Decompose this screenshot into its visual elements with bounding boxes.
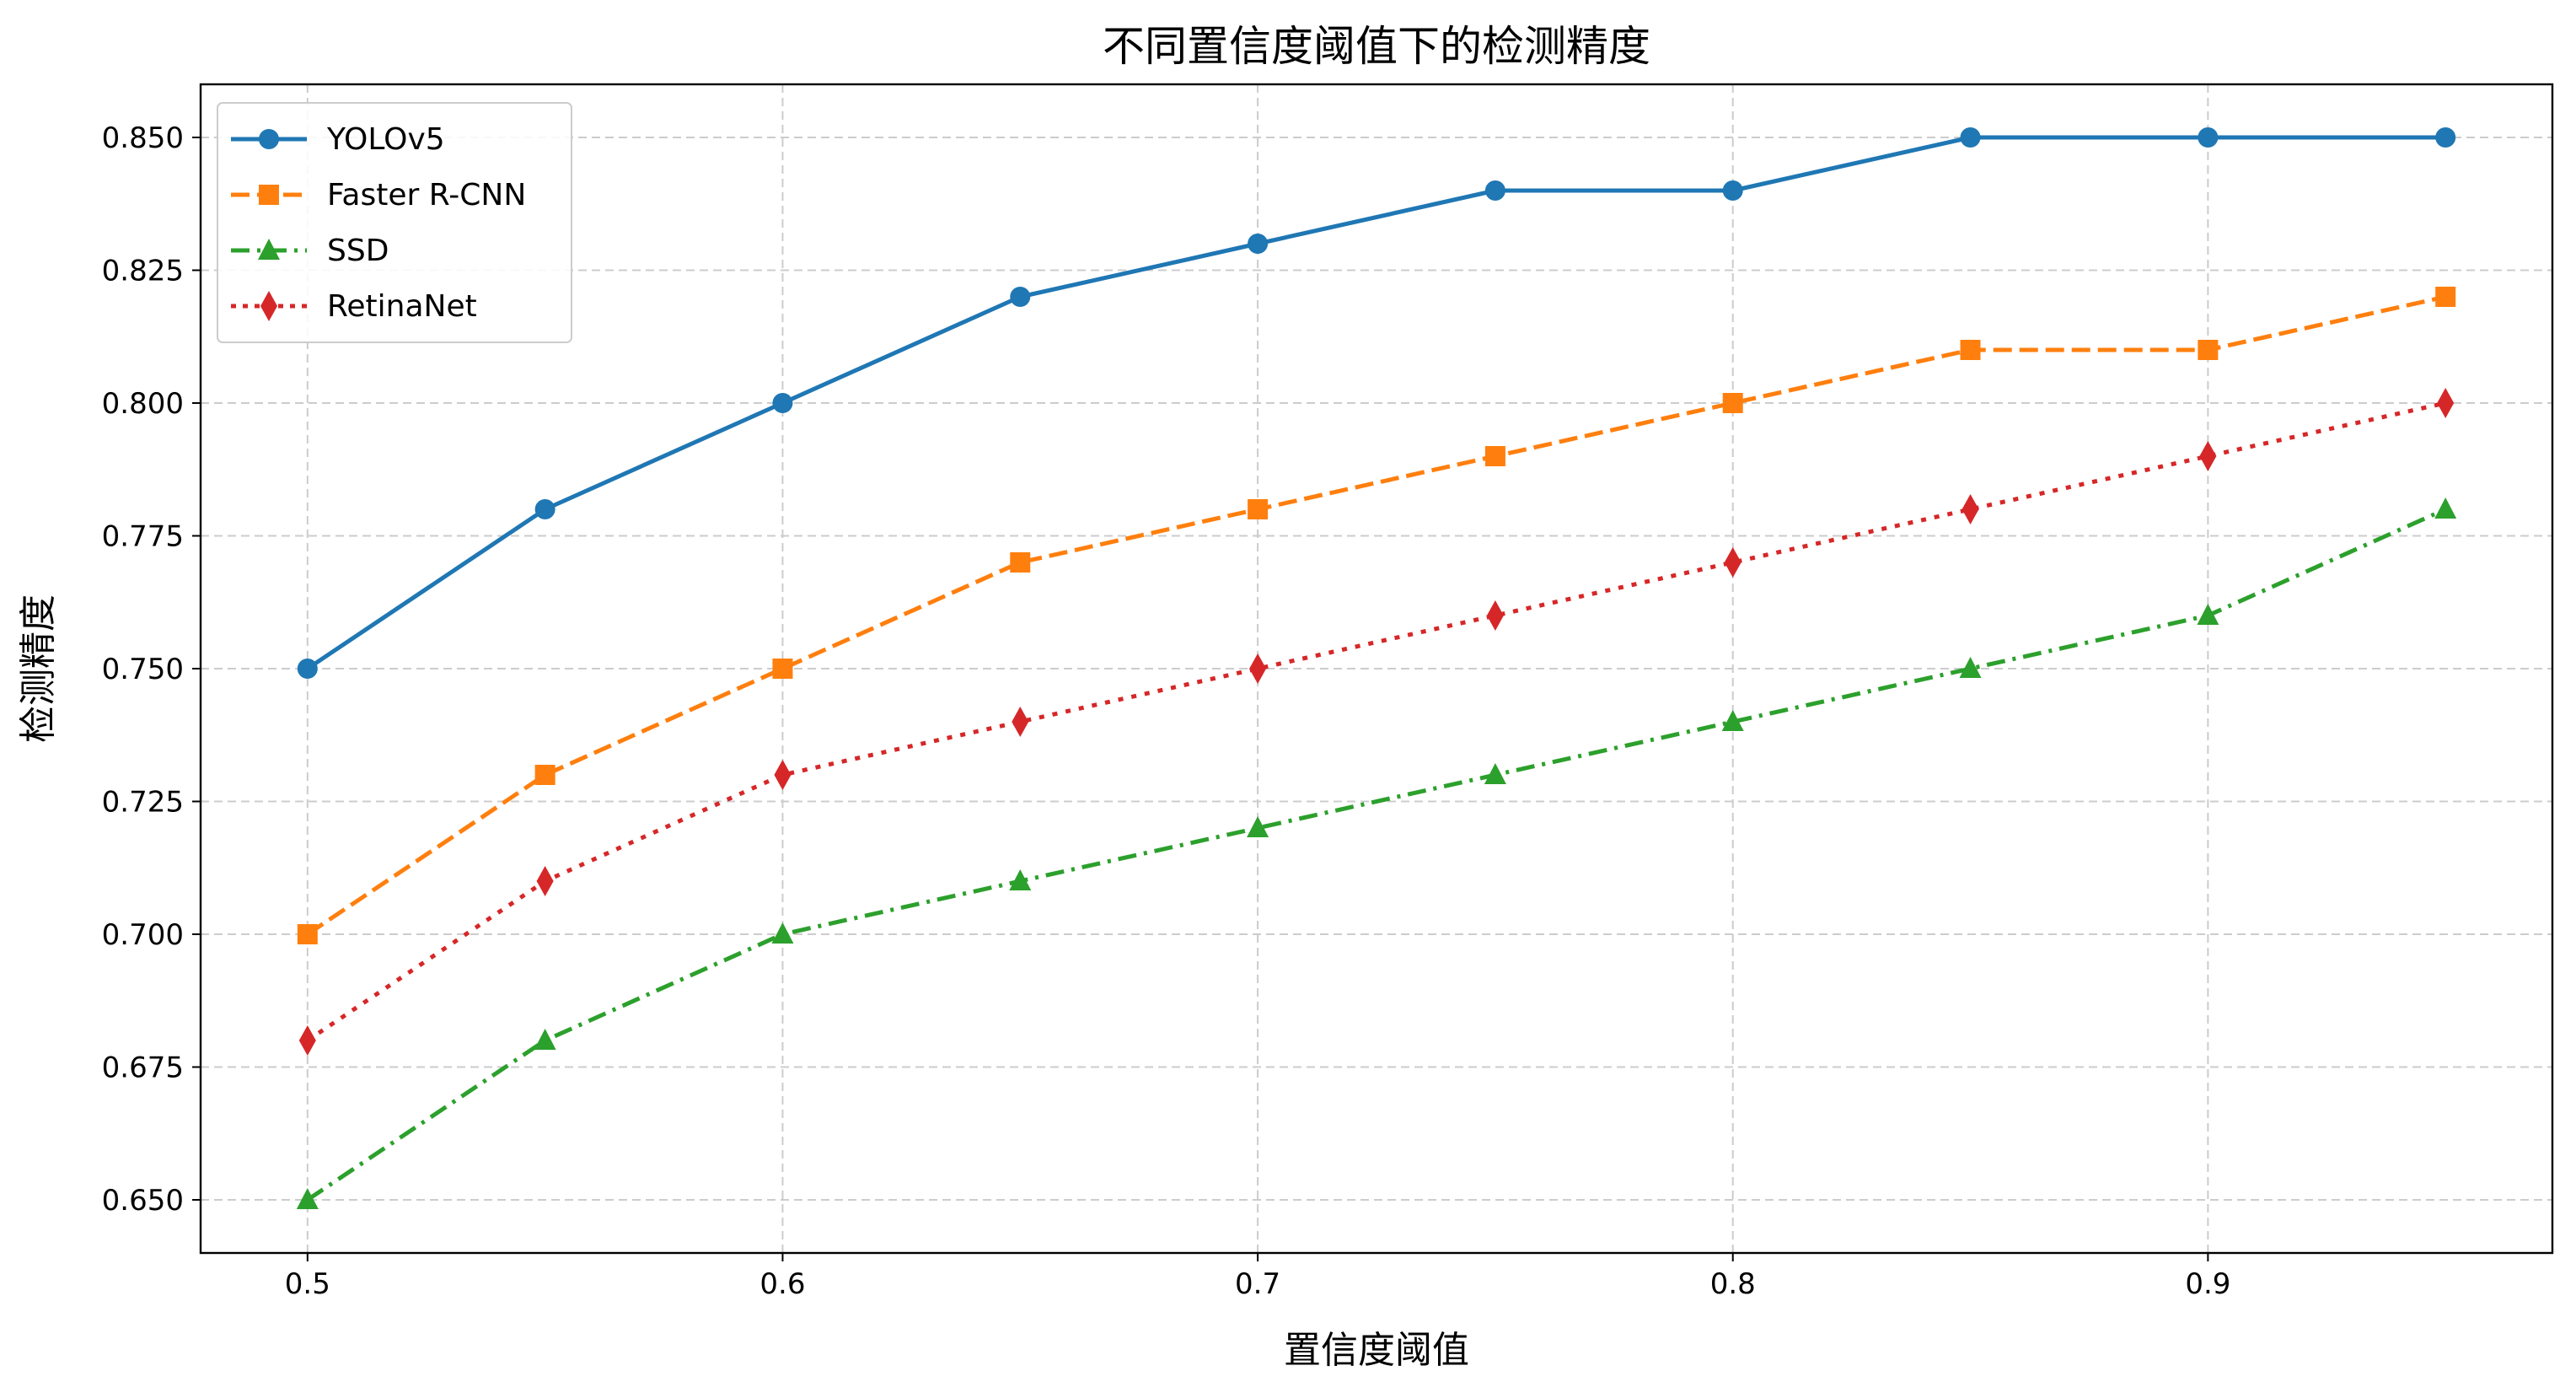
data-point [534,765,555,785]
data-point [1010,552,1031,573]
y-tick-label: 0.650 [102,1184,184,1218]
series-ssd [296,497,2457,1209]
data-point [1012,707,1029,737]
data-point [2197,604,2219,625]
x-axis-title: 置信度阈值 [1284,1329,1469,1372]
data-point [2435,127,2456,148]
data-point [772,393,793,413]
axis-ticks: 0.5 0.6 0.7 0.8 0.9 0.650 0.675 0.700 0.725 0.750… [102,121,2231,1301]
data-point [534,499,555,519]
data-point [536,866,554,896]
data-point [2199,441,2217,471]
legend-label: SSD [327,234,389,268]
data-point [2434,497,2457,519]
grid-lines [201,84,2552,1253]
y-tick-label: 0.850 [102,121,184,155]
data-point [2435,287,2456,307]
data-point [771,922,794,944]
data-point [1249,653,1267,684]
data-point [1248,234,1269,254]
legend-item: YOLOv5 [231,122,445,157]
x-tick-label: 0.7 [1235,1267,1280,1301]
series-line [305,135,2448,671]
y-tick-label: 0.800 [102,387,184,421]
data-point [1484,763,1506,784]
legend: YOLOv5 Faster R-CNN SSD RetinaNet [217,102,572,343]
y-tick-label: 0.700 [102,918,184,952]
series-yolov5 [297,127,2456,679]
legend-label: Faster R-CNN [327,178,526,212]
data-point [2198,340,2219,360]
data-point [1484,446,1505,466]
legend-item: SSD [231,234,389,268]
data-point [1009,869,1032,890]
legend-box [217,102,572,343]
data-point [772,659,793,679]
data-point [2437,388,2455,418]
data-point [296,1188,319,1209]
series-retinanet [298,388,2455,1056]
legend-marker [258,239,280,260]
data-point [1248,499,1269,519]
data-point [1486,600,1504,631]
data-point [534,1029,556,1050]
data-series [296,127,2457,1209]
y-tick-label: 0.725 [102,786,184,820]
data-point [1959,657,1982,678]
legend-marker [259,185,279,205]
x-tick-label: 0.6 [759,1267,805,1301]
data-point [1960,340,1981,360]
x-tick-label: 0.5 [285,1267,330,1301]
y-tick-label: 0.825 [102,255,184,288]
data-point [1247,816,1269,837]
legend-marker [259,129,279,149]
data-point [774,760,792,790]
y-tick-label: 0.750 [102,653,184,686]
legend-label: YOLOv5 [326,122,445,157]
data-point [1724,547,1741,578]
x-tick-label: 0.9 [2185,1267,2230,1301]
chart-title: 不同置信度阈值下的检测精度 [1103,22,1650,71]
legend-item: Faster R-CNN [231,178,526,212]
data-point [298,1025,316,1056]
legend-marker [260,291,277,321]
series-line [306,507,2447,1202]
legend-item: RetinaNet [231,289,477,324]
data-point [1721,710,1744,731]
series-line [306,294,2446,937]
series-faster-r-cnn [297,287,2456,944]
data-point [1484,180,1505,201]
data-point [1722,393,1743,413]
y-tick-label: 0.775 [102,520,184,554]
legend-label: RetinaNet [327,289,477,324]
data-point [1962,494,1979,524]
x-tick-label: 0.8 [1710,1267,1756,1301]
data-point [2198,127,2219,148]
data-point [1010,287,1031,307]
data-point [297,924,318,944]
data-point [297,659,318,679]
y-axis-title: 检测精度 [17,594,60,743]
data-point [1960,127,1981,148]
data-point [1722,180,1743,201]
y-tick-label: 0.675 [102,1051,184,1085]
